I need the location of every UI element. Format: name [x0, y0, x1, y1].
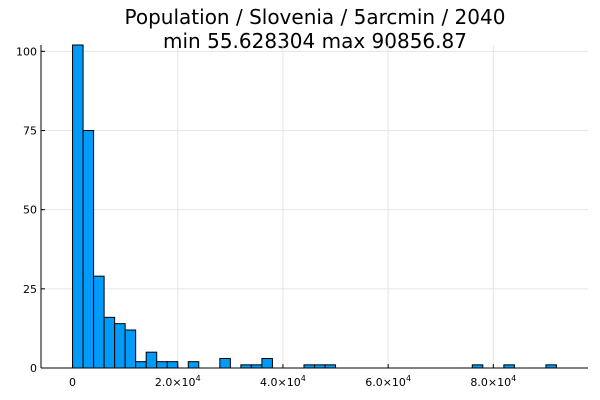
histogram-bar [93, 275, 105, 369]
histogram-bar [124, 329, 137, 369]
grid-layer [41, 45, 588, 369]
histogram-bar [114, 323, 126, 369]
histogram-bar [156, 361, 168, 369]
histogram-bar [82, 130, 95, 369]
histogram-bar [72, 44, 84, 369]
histogram-bar [145, 351, 158, 369]
y-tick-label: 50 [23, 204, 37, 217]
y-tick-label: 0 [30, 362, 37, 375]
x-tick-label: 2.0×104 [155, 374, 201, 389]
histogram-bar [187, 361, 200, 369]
x-tick-label: 4.0×104 [260, 374, 306, 389]
histogram-bar [135, 361, 147, 369]
y-tick-label: 25 [23, 283, 37, 296]
histogram-bar [219, 358, 231, 369]
histogram-bar [166, 361, 179, 369]
chart-title: Population / Slovenia / 5arcmin / 2040 [125, 5, 506, 29]
histogram-bar [103, 316, 116, 369]
axis-layer: 0 25 50 75 100 0 2.0×104 4.0×104 6.0×104 8.0×104 [16, 45, 588, 389]
y-tick-label: 100 [16, 45, 37, 58]
histogram-bar [261, 358, 273, 369]
chart-subtitle: min 55.628304 max 90856.87 [163, 29, 467, 53]
x-tick-label: 0 [69, 376, 76, 389]
bar-layer [72, 44, 557, 369]
x-tick-label: 6.0×104 [365, 374, 411, 389]
y-tick-label: 75 [23, 125, 37, 138]
x-tick-label: 8.0×104 [470, 374, 516, 389]
